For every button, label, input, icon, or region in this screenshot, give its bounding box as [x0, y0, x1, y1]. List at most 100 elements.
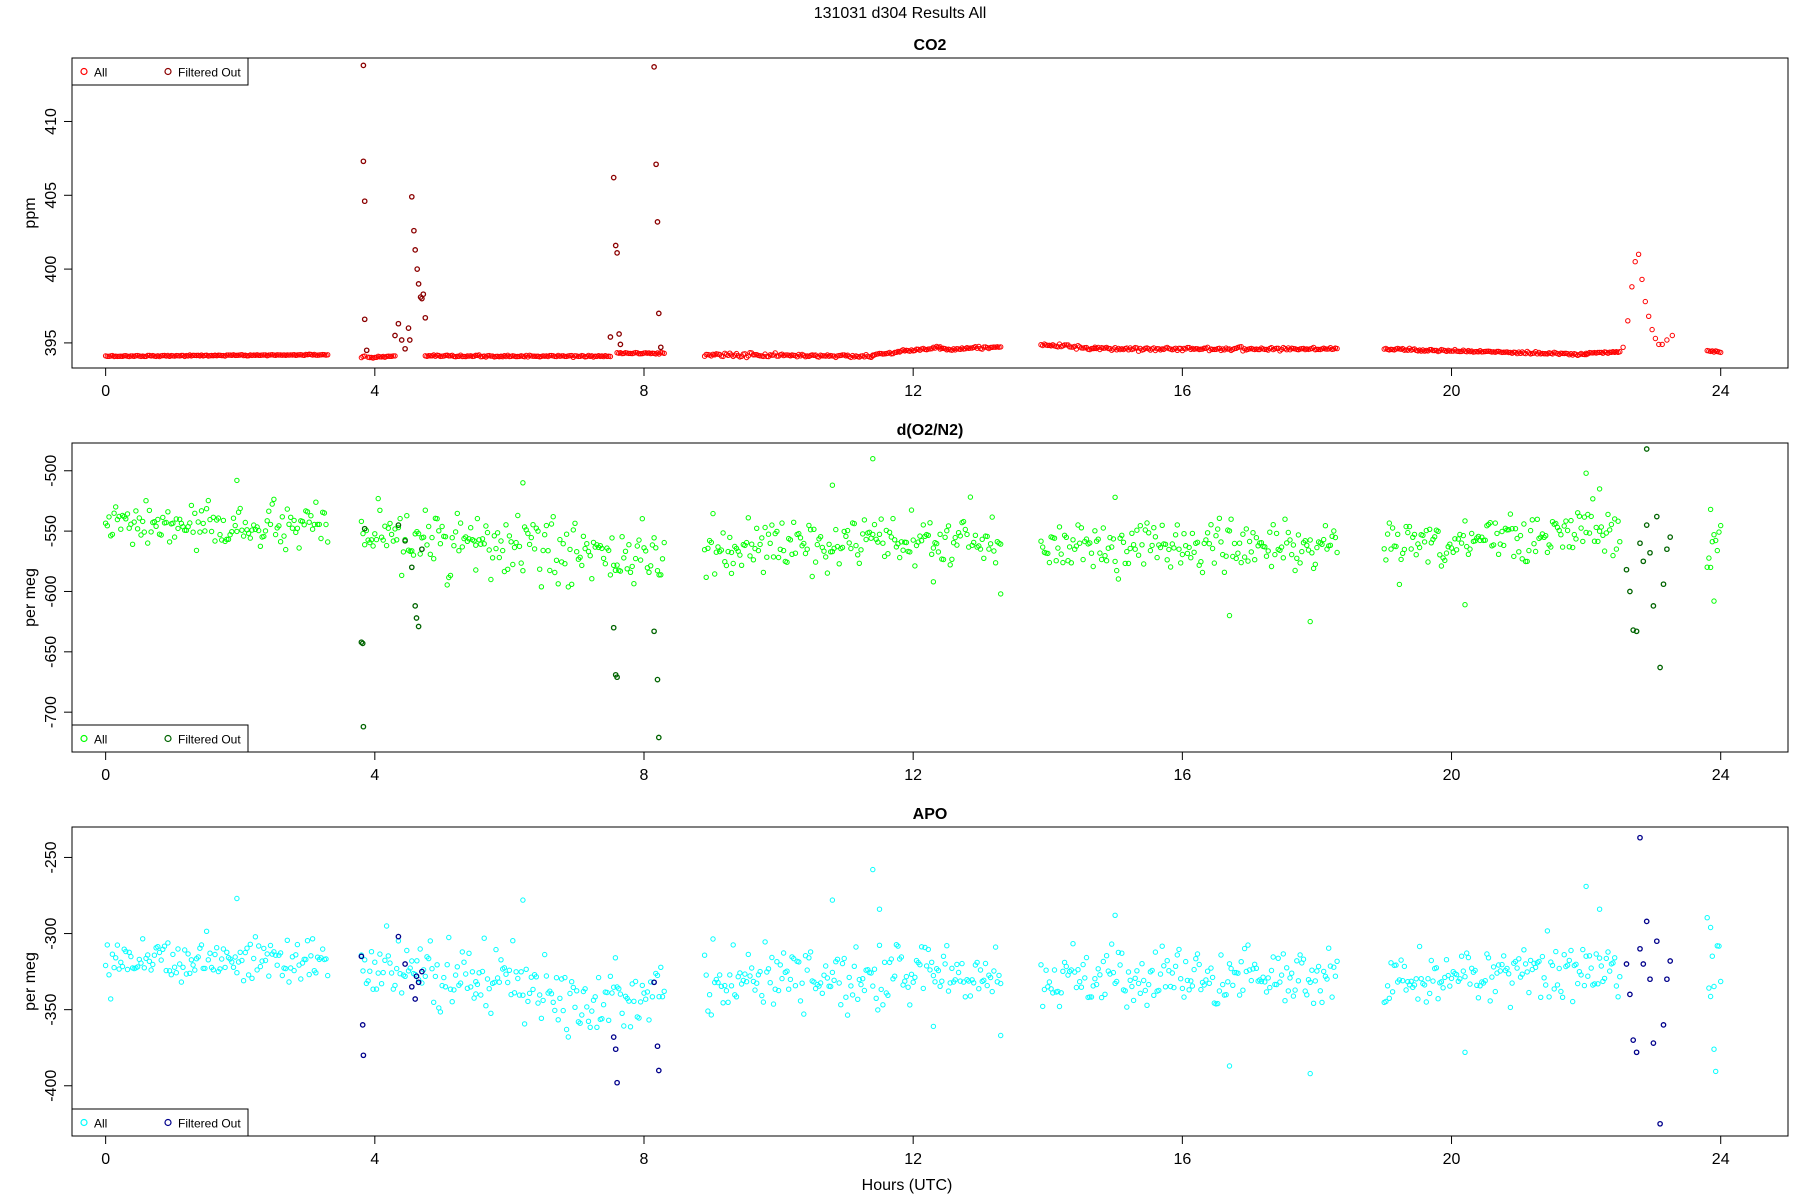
point-all — [230, 515, 237, 521]
x-tick-label: 4 — [370, 767, 379, 784]
point-all — [1278, 972, 1285, 978]
point-all — [1588, 965, 1594, 971]
point-all — [493, 545, 499, 552]
point-all — [224, 536, 230, 542]
point-filtered-out — [1637, 540, 1643, 547]
point-all — [570, 984, 576, 991]
point-all — [1055, 988, 1061, 995]
point-filtered-out — [654, 676, 661, 683]
point-filtered-out — [654, 1043, 661, 1050]
point-filtered-out — [1643, 918, 1650, 925]
point-all — [118, 959, 124, 965]
point-all — [422, 973, 428, 979]
point-filtered-out — [610, 174, 617, 181]
point-all — [796, 959, 802, 965]
point-all — [786, 986, 792, 992]
point-all — [173, 516, 180, 522]
point-all — [989, 514, 995, 520]
point-all — [296, 545, 302, 551]
point-all — [1204, 530, 1211, 536]
point-all — [939, 978, 945, 984]
point-all — [1294, 555, 1300, 561]
point-all — [1388, 960, 1394, 966]
point-all — [1635, 251, 1642, 258]
point-all — [871, 966, 878, 972]
point-all — [1401, 963, 1408, 970]
point-all — [417, 551, 423, 557]
point-all — [821, 972, 827, 978]
point-all — [1215, 1000, 1221, 1007]
x-tick-label: 12 — [904, 767, 922, 784]
point-all — [900, 547, 906, 553]
point-all — [787, 537, 794, 543]
point-all — [484, 529, 491, 536]
point-all — [1314, 544, 1320, 551]
point-all — [387, 960, 393, 966]
point-all — [151, 952, 158, 958]
point-all — [1066, 544, 1073, 550]
point-all — [1142, 527, 1149, 533]
point-all — [1578, 525, 1584, 531]
point-all — [769, 522, 775, 528]
point-all — [611, 984, 617, 990]
point-all — [362, 353, 368, 359]
point-all — [967, 494, 974, 500]
point-all — [1225, 979, 1231, 985]
point-all — [496, 554, 502, 561]
point-all — [1231, 540, 1238, 547]
point-all — [952, 977, 958, 983]
point-all — [245, 530, 252, 536]
point-all — [1617, 539, 1623, 545]
point-all — [819, 353, 825, 359]
legend-box — [71, 57, 249, 86]
point-all — [814, 541, 820, 548]
point-all — [542, 951, 548, 958]
point-all — [1718, 349, 1724, 356]
legend-label: All — [94, 66, 107, 80]
point-all — [372, 354, 378, 361]
point-all — [1103, 558, 1110, 564]
point-all — [426, 955, 432, 962]
point-all — [224, 949, 230, 955]
point-all — [829, 897, 836, 903]
point-all — [1384, 531, 1391, 537]
point-all — [1045, 550, 1051, 557]
point-all — [577, 1020, 583, 1026]
point-all — [553, 557, 560, 563]
point-all — [1122, 560, 1128, 567]
point-all — [1147, 547, 1154, 554]
point-all — [1521, 947, 1527, 953]
point-all — [1146, 530, 1152, 536]
point-filtered-out — [614, 1079, 620, 1086]
point-all — [262, 528, 269, 534]
point-all — [256, 943, 262, 949]
point-all — [1487, 520, 1493, 526]
point-all — [1300, 956, 1307, 962]
point-all — [792, 550, 799, 556]
point-all — [828, 983, 834, 990]
point-all — [1139, 961, 1145, 967]
point-all — [873, 995, 879, 1001]
point-all — [1253, 965, 1260, 971]
point-all — [145, 540, 151, 546]
point-all — [1711, 983, 1717, 990]
point-all — [1056, 524, 1063, 530]
point-all — [967, 993, 974, 999]
point-filtered-out — [415, 979, 422, 986]
point-all — [277, 950, 284, 956]
point-all — [1383, 998, 1389, 1005]
point-all — [388, 531, 395, 538]
point-all — [1704, 564, 1710, 570]
point-all — [165, 509, 171, 515]
point-all — [516, 543, 523, 550]
point-all — [661, 539, 667, 546]
point-all — [496, 979, 502, 985]
point-all — [562, 561, 568, 567]
point-all — [106, 514, 112, 520]
point-all — [722, 982, 728, 989]
point-all — [1334, 958, 1340, 964]
point-all — [844, 1012, 851, 1018]
point-all — [774, 528, 780, 535]
point-all — [1255, 543, 1261, 549]
point-all — [1332, 973, 1339, 979]
